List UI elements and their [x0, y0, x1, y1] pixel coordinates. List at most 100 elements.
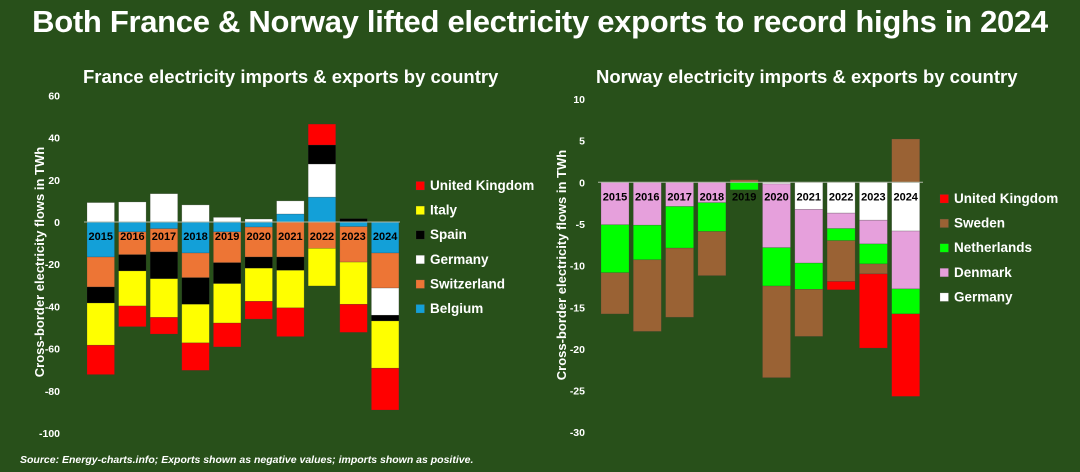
norway-x-tick-label: 2023: [861, 191, 885, 203]
france-bar-2015-switzerland: [86, 256, 115, 288]
norway-bar-2023-sweden: [859, 263, 888, 275]
norway-legend-swatch-germany: [939, 292, 949, 302]
norway-legend-label-sweden: Sweden: [954, 216, 1005, 231]
france-bar-2021-italy: [276, 270, 305, 309]
norway-bar-2021-netherlands: [794, 262, 824, 290]
norway-bar-2017-sweden: [665, 247, 694, 318]
norway-bar-2022-denmark: [826, 212, 856, 229]
norway-y-tick-label: -15: [570, 302, 585, 314]
france-bar-2018-italy: [181, 303, 210, 344]
norway-bar-2015-denmark: [600, 182, 630, 226]
norway-bar-2024-denmark: [891, 230, 921, 290]
france-legend-swatch-belgium: [415, 304, 425, 314]
france-bar-2021-belgium: [276, 213, 305, 223]
france-legend-label-united-kingdom: United Kingdom: [430, 178, 534, 193]
france-legend-label-italy: Italy: [430, 203, 458, 218]
norway-x-tick-label: 2016: [635, 191, 659, 203]
france-x-tick-label: 2016: [120, 231, 144, 243]
norway-legend-swatch-denmark: [939, 268, 949, 278]
france-bar-2020-united-kingdom: [244, 301, 273, 320]
norway-bar-2024-germany: [891, 182, 921, 232]
france-x-tick-label: 2015: [89, 231, 113, 243]
norway-y-tick-label: 10: [573, 94, 585, 106]
norway-bar-2019-netherlands: [729, 182, 759, 191]
france-bar-2022-italy: [307, 248, 337, 287]
norway-bar-2022-sweden: [826, 240, 856, 282]
norway-x-tick-label: 2022: [829, 191, 853, 203]
france-bar-2015-belgium: [86, 221, 115, 258]
norway-y-tick-label: -5: [576, 219, 585, 231]
france-bar-2016-spain: [118, 254, 147, 272]
france-bar-2021-united-kingdom: [276, 307, 305, 337]
france-legend-label-spain: Spain: [430, 227, 467, 242]
france-bar-2019-germany: [213, 217, 242, 223]
france-bar-2023-belgium: [339, 221, 368, 227]
norway-chart-title: Norway electricity imports & exports by …: [596, 66, 1018, 87]
norway-legend-label-germany: Germany: [954, 289, 1013, 304]
norway-bar-2016-netherlands: [632, 224, 662, 261]
france-bar-2015-spain: [86, 286, 115, 304]
norway-bar-2024-united-kingdom: [891, 313, 921, 397]
france-bar-2022-united-kingdom: [307, 123, 337, 146]
norway-bar-2021-germany: [794, 182, 824, 210]
france-bar-2016-italy: [118, 270, 147, 307]
norway-x-tick-label: 2024: [893, 191, 918, 203]
france-x-tick-label: 2020: [247, 231, 271, 243]
norway-legend-label-netherlands: Netherlands: [954, 240, 1032, 255]
norway-bar-2015-sweden: [600, 272, 630, 315]
norway-x-tick-label: 2015: [603, 191, 627, 203]
france-bar-2021-spain: [276, 256, 305, 271]
france-bar-2017-spain: [149, 251, 178, 280]
france-y-tick-label: 60: [48, 90, 60, 102]
france-bar-2015-italy: [86, 302, 115, 346]
norway-bar-2017-denmark: [665, 182, 694, 207]
france-bar-2018-belgium: [181, 221, 210, 254]
france-bar-2020-italy: [244, 267, 273, 302]
france-bar-2016-united-kingdom: [118, 305, 147, 327]
france-bar-2024-spain: [371, 314, 400, 322]
france-y-tick-label: -80: [45, 386, 60, 398]
france-x-tick-label: 2022: [310, 231, 334, 243]
norway-y-tick-label: -10: [570, 261, 585, 273]
norway-bar-2023-denmark: [859, 219, 888, 245]
norway-bar-2024-sweden: [891, 138, 921, 183]
france-bar-2024-germany: [371, 287, 400, 316]
france-bar-2017-belgium: [149, 221, 178, 230]
norway-bar-2021-denmark: [794, 209, 824, 264]
norway-legend-swatch-netherlands: [939, 243, 949, 253]
france-legend-swatch-united-kingdom: [415, 181, 425, 191]
norway-y-tick-label: -25: [570, 386, 585, 398]
france-y-tick-label: -60: [45, 344, 60, 356]
france-chart-title: France electricity imports & exports by …: [83, 66, 499, 87]
france-x-tick-label: 2018: [183, 231, 207, 243]
france-bar-2018-united-kingdom: [181, 342, 210, 371]
france-bar-2016-germany: [118, 201, 147, 223]
france-x-tick-label: 2021: [278, 231, 302, 243]
france-bar-2024-switzerland: [371, 252, 400, 289]
france-y-tick-label: -20: [45, 259, 60, 271]
france-x-tick-label: 2024: [373, 231, 398, 243]
france-bar-2022-germany: [307, 163, 337, 198]
france-bar-2024-italy: [371, 320, 400, 369]
norway-bar-2024-netherlands: [891, 288, 921, 315]
norway-bar-2020-denmark: [762, 183, 791, 248]
france-legend-swatch-spain: [415, 230, 425, 240]
norway-legend-swatch-sweden: [939, 218, 949, 228]
main-title: Both France & Norway lifted electricity …: [32, 4, 1048, 39]
norway-bar-2018-netherlands: [697, 202, 727, 232]
france-y-tick-label: 20: [48, 175, 60, 187]
norway-bar-2022-united-kingdom: [826, 281, 856, 291]
norway-bar-2022-netherlands: [826, 228, 856, 241]
norway-x-tick-label: 2020: [764, 191, 788, 203]
france-bar-2022-spain: [307, 144, 337, 165]
france-bar-2021-switzerland: [276, 221, 305, 258]
norway-bar-2023-netherlands: [859, 243, 888, 265]
france-bar-2017-germany: [149, 193, 178, 223]
france-legend-swatch-germany: [415, 255, 425, 265]
norway-bar-2023-united-kingdom: [859, 273, 888, 349]
france-bar-2018-germany: [181, 204, 210, 223]
france-bar-2019-italy: [213, 283, 242, 324]
norway-x-tick-label: 2021: [797, 191, 821, 203]
norway-legend-label-united-kingdom: United Kingdom: [954, 191, 1058, 206]
